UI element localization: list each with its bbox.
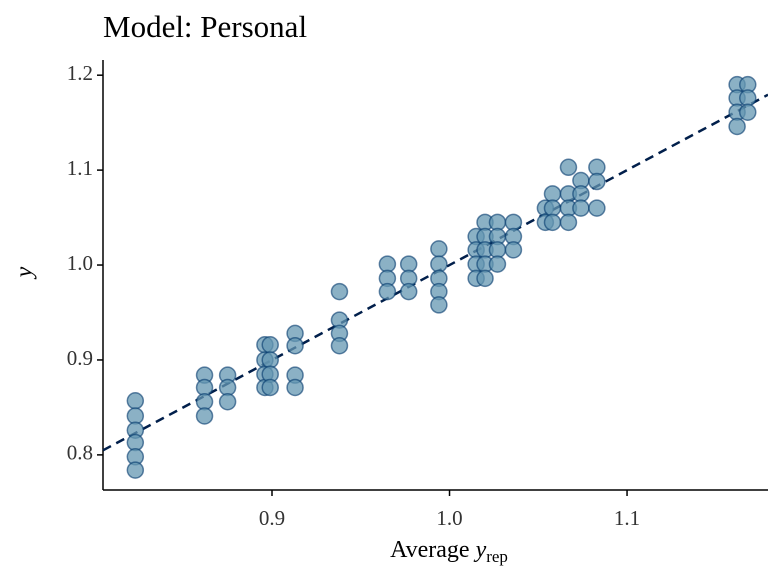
y-tick-label: 0.9 xyxy=(67,346,93,370)
point xyxy=(378,282,397,301)
point xyxy=(286,336,304,355)
x-tick-label: 0.9 xyxy=(259,506,285,530)
point xyxy=(430,240,448,258)
point xyxy=(330,336,349,355)
point xyxy=(195,407,214,425)
point xyxy=(330,282,349,301)
x-axis-label: Average yrep xyxy=(390,537,508,566)
point xyxy=(261,378,279,397)
x-tick-label: 1.0 xyxy=(436,506,462,530)
point xyxy=(588,172,606,191)
x-label-text: Average xyxy=(390,537,470,563)
chart-title: Model: Personal xyxy=(103,9,307,44)
y-tick-label: 1.1 xyxy=(67,156,93,180)
point xyxy=(476,269,494,288)
point xyxy=(728,117,746,136)
point xyxy=(588,199,606,217)
point xyxy=(286,378,304,397)
point xyxy=(126,461,145,479)
point xyxy=(572,199,590,217)
point xyxy=(399,282,418,301)
point xyxy=(218,392,237,411)
x-label-sub: rep xyxy=(486,547,508,566)
point xyxy=(504,241,523,259)
point xyxy=(261,336,279,354)
point xyxy=(543,213,562,232)
point xyxy=(559,213,578,232)
y-tick-label: 0.8 xyxy=(67,441,93,465)
point xyxy=(488,255,507,273)
y-tick-label: 1.2 xyxy=(67,61,93,85)
x-tick-label: 1.1 xyxy=(614,506,640,530)
point xyxy=(126,392,145,410)
point xyxy=(739,103,757,121)
y-axis-label: y xyxy=(12,266,38,279)
point xyxy=(430,296,448,314)
point xyxy=(559,158,578,177)
x-label-var: y xyxy=(474,537,487,563)
y-tick-label: 1.0 xyxy=(67,251,93,275)
